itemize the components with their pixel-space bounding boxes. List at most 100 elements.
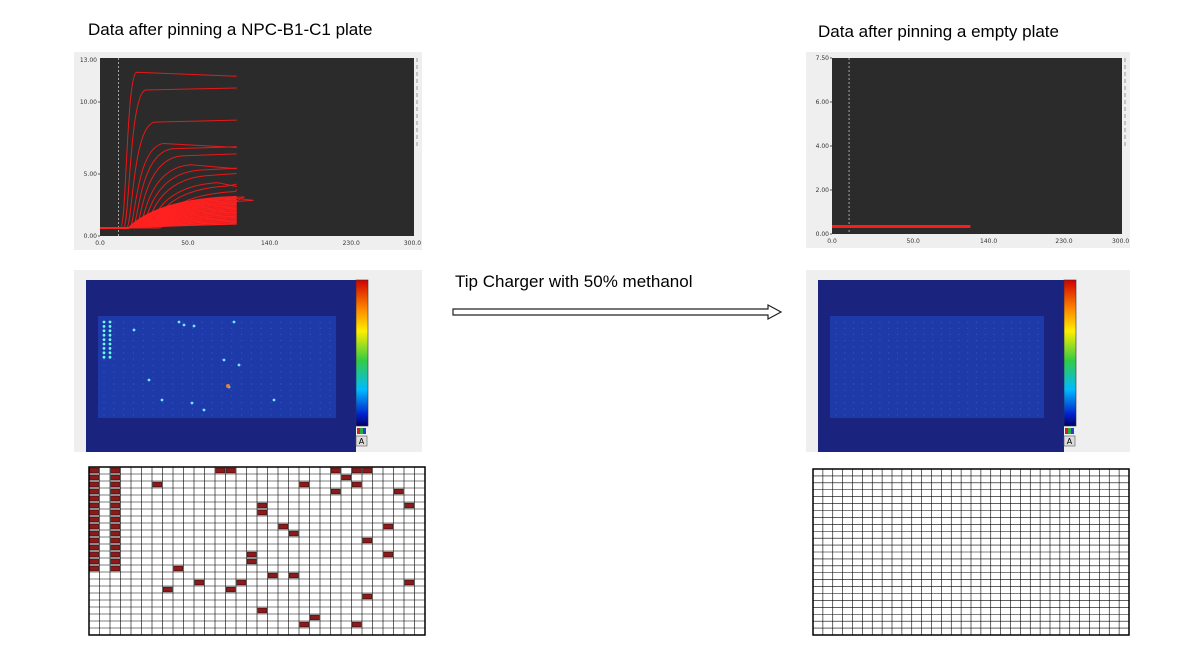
well <box>221 358 223 360</box>
well <box>182 408 184 410</box>
well <box>1028 340 1030 342</box>
hit-spot <box>108 342 112 346</box>
hit-cell <box>215 467 225 474</box>
well <box>260 358 262 360</box>
well <box>1028 371 1030 373</box>
well <box>182 352 184 354</box>
well <box>299 389 302 391</box>
well <box>1019 364 1022 366</box>
well <box>896 402 899 404</box>
well <box>132 358 135 360</box>
well <box>162 389 164 391</box>
well <box>975 402 978 404</box>
well <box>113 371 115 373</box>
well <box>201 358 203 360</box>
well <box>844 408 846 410</box>
well <box>1028 321 1030 323</box>
hit-spot <box>102 347 106 350</box>
well <box>231 395 233 397</box>
well <box>879 346 881 348</box>
well <box>1011 371 1013 373</box>
well <box>329 358 331 360</box>
autoscale-button <box>1063 435 1076 447</box>
well <box>896 371 899 373</box>
well <box>309 321 311 323</box>
well <box>280 383 282 385</box>
well <box>231 383 233 385</box>
well <box>1037 402 1039 404</box>
well <box>299 364 302 366</box>
well <box>958 389 960 391</box>
well <box>201 395 203 397</box>
well <box>162 377 164 379</box>
well <box>329 346 331 348</box>
well <box>319 414 321 416</box>
hit-cell <box>110 558 120 565</box>
well <box>1002 352 1004 354</box>
well <box>211 352 213 354</box>
right-heatmap-panel: A <box>806 270 1130 452</box>
well <box>896 395 899 397</box>
well <box>290 408 292 410</box>
hit-cell <box>331 467 341 474</box>
well <box>240 346 243 348</box>
well <box>949 340 951 342</box>
well <box>123 389 125 391</box>
well <box>103 377 105 379</box>
well <box>888 333 890 335</box>
well <box>319 358 321 360</box>
well <box>1002 395 1004 397</box>
hit-cell <box>404 579 414 586</box>
well <box>923 333 925 335</box>
well <box>211 321 213 323</box>
hit-cell <box>310 614 320 621</box>
well <box>967 395 969 397</box>
well <box>967 340 969 342</box>
well <box>896 377 899 379</box>
well <box>280 358 282 360</box>
well <box>844 346 846 348</box>
well <box>132 364 135 366</box>
well <box>299 333 302 335</box>
well <box>852 389 855 391</box>
well <box>940 321 942 323</box>
well <box>975 346 978 348</box>
well <box>201 383 203 385</box>
well <box>835 346 837 348</box>
hit-spot <box>108 355 112 359</box>
well <box>132 333 135 335</box>
well <box>309 371 311 373</box>
hit-cell <box>89 509 99 516</box>
well <box>152 346 154 348</box>
well <box>984 358 986 360</box>
well <box>879 408 881 410</box>
well <box>888 371 890 373</box>
x-tick-label: 0.0 <box>827 238 837 245</box>
hit-cell <box>110 544 120 551</box>
well <box>211 333 213 335</box>
well <box>835 402 837 404</box>
well <box>835 377 837 379</box>
y-tick-label: 10.00 <box>80 99 97 106</box>
well <box>329 402 331 404</box>
well <box>172 377 174 379</box>
well <box>299 383 302 385</box>
well <box>870 383 872 385</box>
well <box>299 402 302 404</box>
well <box>152 383 154 385</box>
well <box>319 340 321 342</box>
well <box>172 408 174 410</box>
well <box>299 321 302 323</box>
hit-cell <box>341 474 351 481</box>
sensor-curve <box>127 196 237 229</box>
well <box>984 340 986 342</box>
well <box>879 395 881 397</box>
hit-spot <box>108 333 112 337</box>
well <box>309 340 311 342</box>
well <box>861 371 863 373</box>
well <box>152 377 154 379</box>
well <box>260 383 262 385</box>
well <box>949 377 951 379</box>
well <box>940 414 942 416</box>
well <box>329 364 331 366</box>
